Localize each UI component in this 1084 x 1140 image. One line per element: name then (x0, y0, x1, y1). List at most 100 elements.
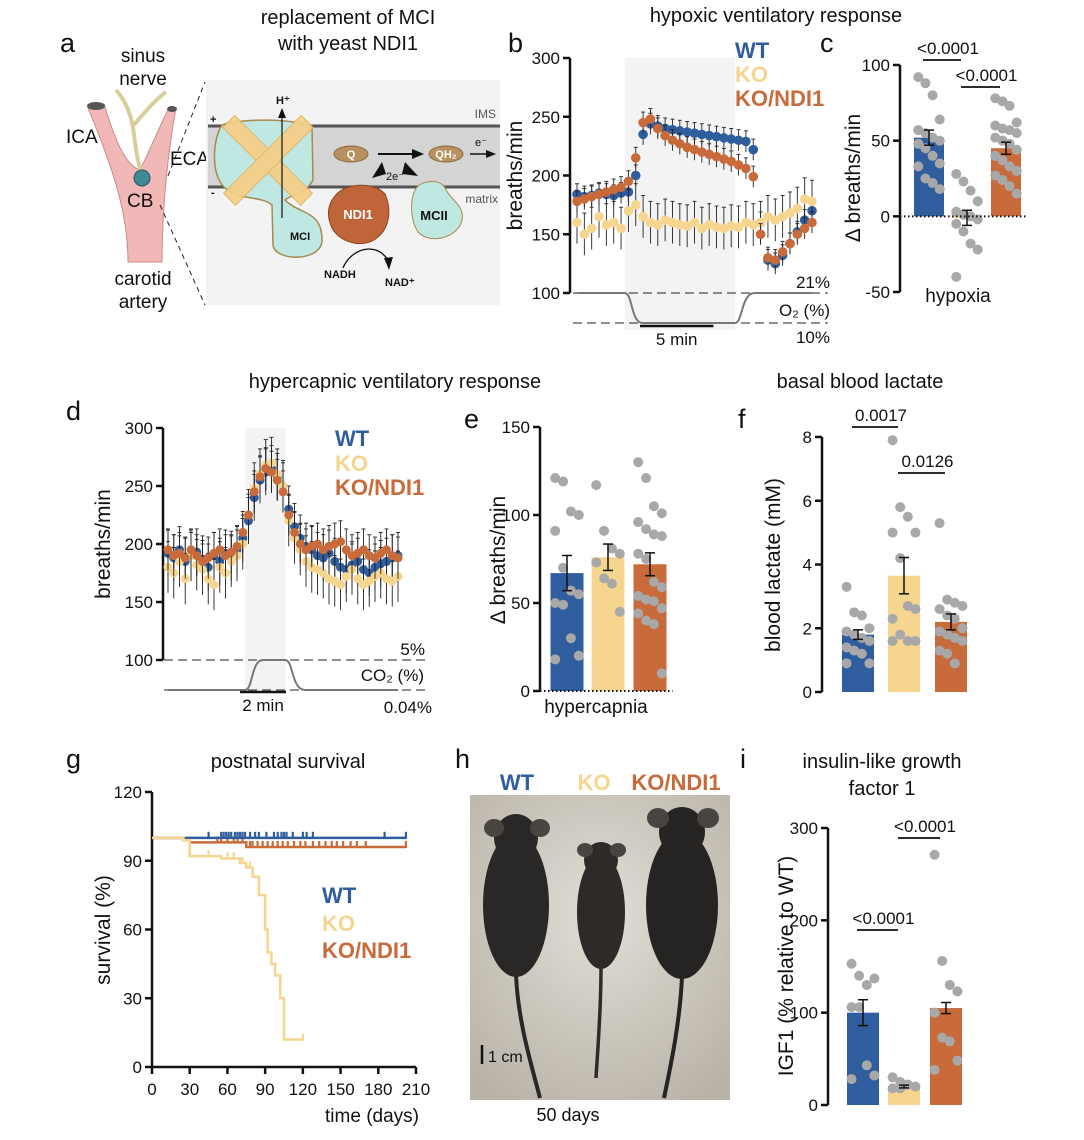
y-tick-label: 150 (502, 418, 530, 437)
individual-point (972, 244, 983, 255)
series-ko-ndi1 (163, 447, 403, 583)
data-point (675, 220, 685, 230)
gas-trace (577, 292, 812, 324)
individual-point (656, 508, 667, 519)
individual-point (934, 158, 945, 169)
label-eca: ECA (170, 149, 209, 170)
individual-point (864, 658, 875, 669)
y-axis-label: IGF1 (% relative to WT) (775, 856, 798, 1077)
individual-point (599, 573, 610, 584)
stimulus-gas-label: 5% (400, 640, 425, 659)
individual-point (895, 502, 906, 513)
individual-point (864, 636, 875, 646)
data-point (770, 215, 781, 225)
data-point (719, 133, 729, 143)
label-ndi1: NDI1 (343, 207, 373, 222)
individual-point (606, 543, 617, 554)
data-point (638, 211, 648, 222)
data-point (341, 571, 351, 581)
y-axis-label: blood lactate (mM) (762, 478, 785, 652)
individual-point (997, 96, 1008, 107)
data-point (601, 220, 612, 230)
individual-point (913, 72, 924, 83)
label-plus: + (210, 114, 216, 126)
panel-i-bar-chart: 0 100 200 300 IGF1 (% relative to WT) <0.0001… (775, 817, 963, 1115)
stimulus-shading (624, 58, 735, 330)
individual-point (1004, 138, 1015, 149)
y-tick-label: 60 (123, 921, 142, 940)
photo-label-wt: WT (500, 770, 535, 795)
legend-ko-ndi1: KO/NDI1 (335, 475, 424, 500)
y-tick-label: 100 (532, 284, 560, 303)
individual-point (934, 135, 945, 146)
individual-point (656, 603, 667, 614)
individual-point (920, 78, 931, 89)
individual-point (937, 1032, 948, 1043)
individual-point (887, 527, 898, 538)
panel-e-bar-chart: 0 50 100 150 Δ breaths/min hypercapnia (487, 418, 673, 718)
y-tick-label: 300 (125, 419, 153, 438)
individual-point (887, 636, 898, 646)
data-point (755, 229, 766, 240)
ica-opening (87, 102, 105, 110)
panel-label-a: a (60, 28, 76, 58)
data-point (232, 541, 242, 551)
y-tick-label: 150 (125, 593, 153, 612)
data-point (594, 211, 604, 222)
individual-point (1004, 161, 1015, 172)
data-point (770, 255, 781, 265)
data-point (719, 154, 729, 164)
panel-g-title: postnatal survival (211, 751, 366, 773)
sinus-nerve-shape (114, 88, 168, 175)
data-point (682, 127, 692, 137)
data-point (792, 229, 803, 240)
reduction-arrowhead (412, 149, 424, 159)
individual-point (841, 658, 852, 669)
individual-point (910, 527, 921, 538)
data-point (586, 223, 597, 234)
individual-point (951, 168, 962, 179)
individual-point (641, 554, 652, 564)
panel-label-c: c (820, 28, 834, 58)
data-point (711, 131, 722, 142)
data-point (630, 200, 641, 210)
individual-point (633, 548, 644, 559)
data-point (763, 252, 773, 263)
label-sinus: sinus (121, 46, 165, 67)
individual-point (949, 597, 960, 608)
data-point (807, 217, 817, 228)
data-point (623, 176, 634, 187)
legend-ko-ndi1: KO/NDI1 (735, 86, 824, 111)
y-tick-label: 250 (125, 477, 153, 496)
panel-a-title-line1: replacement of MCI (261, 7, 436, 29)
individual-point (965, 238, 976, 249)
x-axis-label: time (days) (325, 1106, 419, 1127)
data-point (689, 217, 700, 228)
data-point (638, 129, 648, 140)
individual-point (920, 173, 931, 184)
data-point (741, 136, 751, 147)
data-point (726, 134, 737, 144)
data-point (572, 196, 582, 207)
panel-label-g: g (66, 744, 81, 774)
individual-point (558, 599, 569, 610)
data-point (318, 568, 328, 578)
individual-point (1011, 144, 1022, 155)
x-tick-label: 180 (364, 1080, 392, 1099)
panel-i-title-line1: insulin-like growth (803, 751, 962, 773)
data-point (630, 170, 641, 181)
panel-d-title: hypercapnic ventilatory response (249, 371, 541, 393)
mouse-ko (577, 842, 626, 1079)
individual-point (606, 578, 617, 589)
legend-wt: WT (335, 426, 370, 451)
data-point (630, 153, 641, 163)
label-qh2: QH₂ (435, 149, 457, 161)
data-point (608, 217, 619, 228)
artery-shape (87, 103, 177, 263)
y-tick-label: 6 (803, 492, 812, 511)
individual-point (934, 645, 945, 656)
ubiquinone (333, 145, 369, 163)
panel-a-title-line2: with yeast NDI1 (277, 33, 418, 55)
data-point (608, 184, 619, 195)
individual-point (997, 155, 1008, 166)
